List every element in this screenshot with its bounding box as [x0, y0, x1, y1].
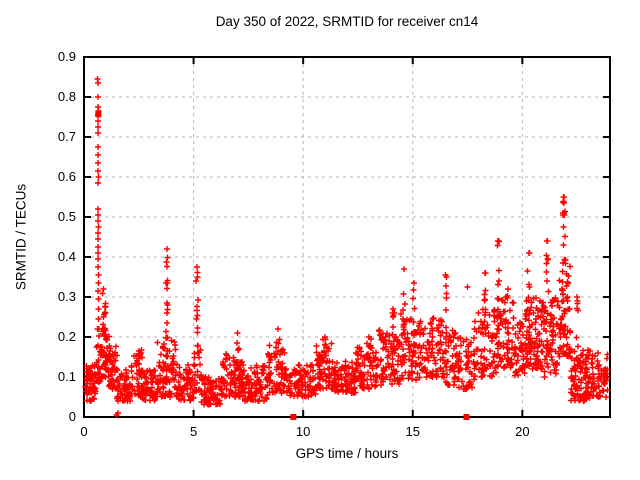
chart-title: Day 350 of 2022, SRMTID for receiver cn1…	[215, 14, 479, 29]
y-tick-label-0.6: 0.6	[57, 169, 76, 184]
x-tick-label-20: 20	[515, 424, 530, 439]
y-tick-label-0.1: 0.1	[57, 369, 76, 384]
x-tick-label-0: 0	[80, 424, 88, 439]
data-points	[82, 76, 611, 418]
y-tick-label-0.8: 0.8	[57, 89, 76, 104]
x-tick-label-15: 15	[405, 424, 420, 439]
x-tick-label-5: 5	[189, 424, 198, 439]
square-markers	[95, 111, 470, 420]
y-tick-label-0.9: 0.9	[57, 49, 76, 64]
y-tick-label-0.4: 0.4	[57, 249, 76, 264]
y-tick-label-0.5: 0.5	[57, 209, 76, 224]
plot-border	[83, 56, 611, 418]
y-tick-label-0.2: 0.2	[57, 329, 76, 344]
y-axis-label: SRMTID / TECUs	[13, 183, 29, 291]
x-tick-label-10: 10	[295, 424, 311, 439]
y-tick-label-0.3: 0.3	[57, 289, 76, 304]
y-tick-label-0.7: 0.7	[57, 129, 76, 144]
x-axis-label: GPS time / hours	[295, 446, 399, 461]
y-tick-label-0: 0	[68, 409, 76, 424]
